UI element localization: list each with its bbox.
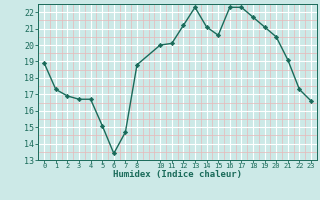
X-axis label: Humidex (Indice chaleur): Humidex (Indice chaleur) (113, 170, 242, 179)
